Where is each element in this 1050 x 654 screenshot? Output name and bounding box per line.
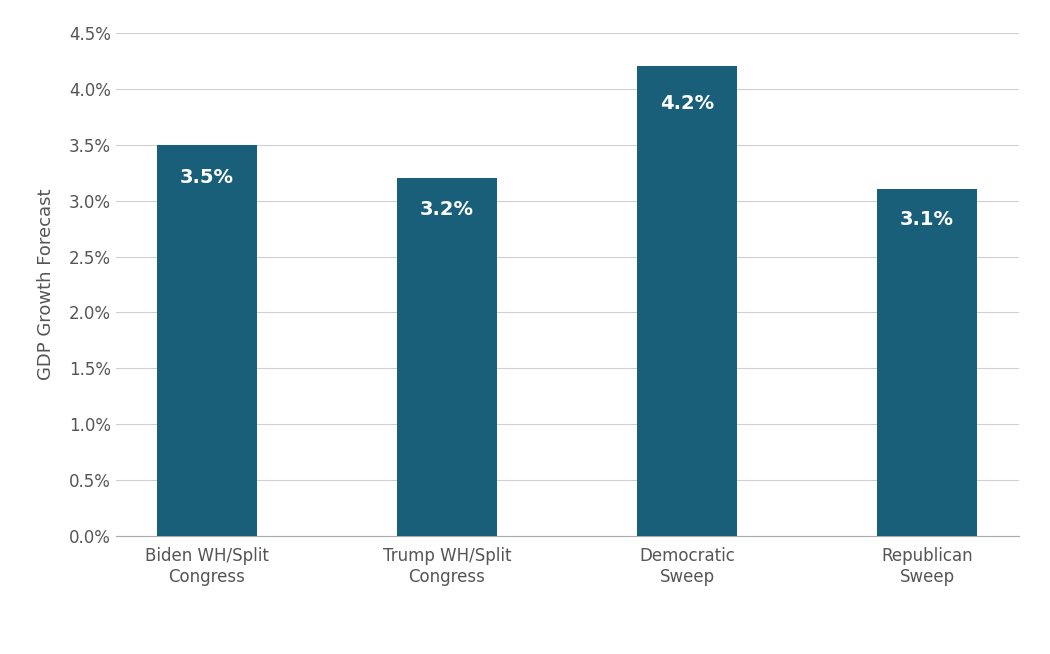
- Text: 3.2%: 3.2%: [420, 199, 474, 218]
- Y-axis label: GDP Growth Forecast: GDP Growth Forecast: [37, 189, 55, 380]
- Bar: [397, 178, 498, 536]
- Bar: [877, 190, 978, 536]
- Bar: [636, 66, 737, 536]
- Text: 3.1%: 3.1%: [900, 210, 954, 229]
- Text: 3.5%: 3.5%: [180, 168, 234, 187]
- Text: 4.2%: 4.2%: [660, 94, 714, 114]
- Bar: [156, 145, 257, 536]
